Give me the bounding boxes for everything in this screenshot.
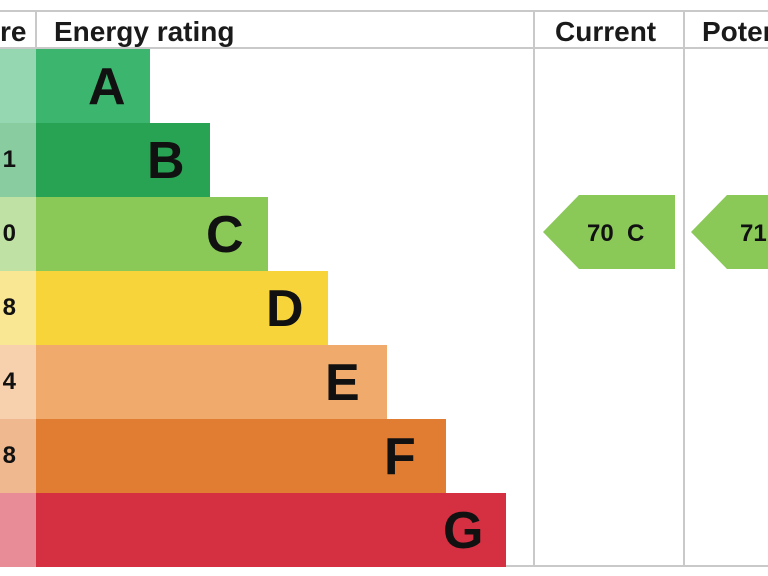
current-rating-arrow-label: 70 C bbox=[587, 220, 644, 247]
score-range-text: 8 bbox=[2, 294, 16, 321]
score-range-text: 1 bbox=[2, 146, 16, 173]
band-letter-b: B bbox=[147, 132, 185, 190]
score-range-text: 8 bbox=[2, 442, 16, 469]
score-cell-d: 8 bbox=[0, 271, 36, 345]
top-border bbox=[0, 10, 768, 12]
current-column-divider bbox=[533, 10, 535, 567]
band-bar-f bbox=[36, 419, 446, 493]
band-letter-d: D bbox=[266, 280, 304, 338]
header-divider bbox=[0, 47, 768, 49]
band-letter-f: F bbox=[384, 428, 416, 486]
band-bar-d bbox=[36, 271, 328, 345]
score-cell-f: 8 bbox=[0, 419, 36, 493]
band-bar-c bbox=[36, 197, 268, 271]
score-column-header: re bbox=[0, 16, 27, 47]
potential-rating-arrow-label: 71 bbox=[740, 220, 767, 247]
current-rating-arrow bbox=[543, 195, 675, 269]
score-range-text: 0 bbox=[2, 220, 16, 247]
energy-rating-header: Energy rating bbox=[54, 16, 235, 47]
band-bar-a bbox=[36, 49, 150, 123]
score-range-text: 4 bbox=[2, 368, 16, 395]
current-column-header: Current bbox=[555, 16, 657, 47]
band-letter-a: A bbox=[88, 58, 126, 116]
score-cell-g bbox=[0, 493, 36, 567]
band-letter-e: E bbox=[325, 354, 360, 412]
score-cell-b: 1 bbox=[0, 123, 36, 197]
band-letter-g: G bbox=[443, 502, 484, 560]
band-bar-b bbox=[36, 123, 210, 197]
score-cell-c: 0 bbox=[0, 197, 36, 271]
band-letter-c: C bbox=[206, 206, 244, 264]
band-bar-e bbox=[36, 345, 387, 419]
score-cell-a bbox=[0, 49, 36, 123]
potential-rating-arrow bbox=[691, 195, 768, 269]
score-cell-e: 4 bbox=[0, 345, 36, 419]
band-bar-g bbox=[36, 493, 506, 567]
potential-column-header: Poter bbox=[702, 16, 768, 47]
potential-column-divider bbox=[683, 10, 685, 567]
